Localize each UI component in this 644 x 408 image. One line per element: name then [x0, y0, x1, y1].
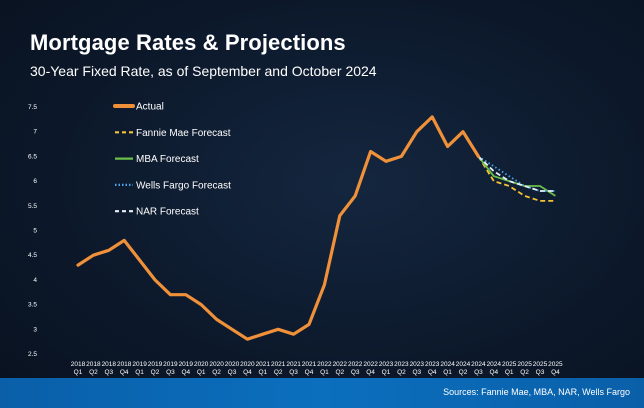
x-tick-year: 2022: [363, 361, 378, 368]
legend-label: Actual: [136, 102, 164, 113]
x-tick-year: 2022: [317, 361, 332, 368]
x-tick-quarter: Q4: [366, 369, 375, 376]
x-tick-quarter: Q1: [135, 369, 144, 376]
y-tick-label: 3: [33, 326, 37, 333]
x-tick-quarter: Q4: [551, 369, 560, 376]
x-tick-quarter: Q3: [536, 369, 545, 376]
x-tick-year: 2024: [440, 361, 455, 368]
x-tick-quarter: Q3: [289, 369, 298, 376]
x-tick-year: 2023: [410, 361, 425, 368]
line-chart: 2.533.544.555.566.577.5 2018Q12018Q22018…: [28, 102, 563, 376]
x-tick-quarter: Q1: [320, 369, 329, 376]
y-tick-label: 6.5: [28, 153, 37, 160]
x-tick-quarter: Q2: [89, 369, 98, 376]
x-tick-year: 2022: [333, 361, 348, 368]
x-tick-year: 2018: [71, 361, 86, 368]
y-tick-label: 2.5: [28, 351, 37, 358]
x-tick-quarter: Q1: [74, 369, 83, 376]
x-tick-quarter: Q4: [181, 369, 190, 376]
x-tick-quarter: Q3: [228, 369, 237, 376]
x-tick-quarter: Q1: [382, 369, 391, 376]
y-tick-label: 3.5: [28, 302, 37, 309]
x-tick-quarter: Q2: [151, 369, 160, 376]
y-tick-label: 7: [33, 129, 37, 136]
y-tick-label: 4.5: [28, 252, 37, 259]
x-tick-year: 2019: [148, 361, 163, 368]
x-tick-year: 2024: [456, 361, 471, 368]
x-tick-quarter: Q4: [428, 369, 437, 376]
x-tick-year: 2023: [425, 361, 440, 368]
y-tick-label: 7.5: [28, 104, 37, 111]
series-line-actual: [76, 115, 480, 341]
chart-legend: Actual Fannie Mae Forecast MBA Forecast Wel…: [113, 102, 231, 218]
x-tick-quarter: Q1: [197, 369, 206, 376]
x-tick-year: 2018: [86, 361, 101, 368]
x-tick-quarter: Q2: [212, 369, 221, 376]
source-bar: Sources: Fannie Mae, MBA, NAR, Wells Far…: [0, 378, 644, 408]
x-tick-year: 2021: [302, 361, 317, 368]
x-tick-quarter: Q2: [274, 369, 283, 376]
x-tick-year: 2020: [225, 361, 240, 368]
x-tick-year: 2019: [179, 361, 194, 368]
x-tick-quarter: Q4: [120, 369, 129, 376]
series-lines: [76, 115, 556, 341]
x-tick-quarter: Q3: [166, 369, 175, 376]
x-tick-year: 2020: [194, 361, 209, 368]
x-tick-quarter: Q4: [305, 369, 314, 376]
x-axis: 2018Q12018Q22018Q32018Q42019Q12019Q22019…: [71, 361, 563, 376]
x-tick-year: 2023: [379, 361, 394, 368]
x-tick-year: 2025: [502, 361, 517, 368]
x-tick-quarter: Q3: [351, 369, 360, 376]
x-tick-year: 2021: [256, 361, 271, 368]
source-note: Sources: Fannie Mae, MBA, NAR, Wells Far…: [443, 387, 630, 397]
y-tick-label: 4: [33, 277, 37, 284]
chart-subtitle: 30-Year Fixed Rate, as of September and …: [30, 63, 377, 79]
x-tick-quarter: Q1: [443, 369, 452, 376]
x-tick-year: 2020: [240, 361, 255, 368]
x-tick-quarter: Q2: [397, 369, 406, 376]
x-tick-quarter: Q2: [459, 369, 468, 376]
y-tick-label: 5: [33, 228, 37, 235]
x-tick-year: 2019: [163, 361, 178, 368]
x-tick-year: 2024: [471, 361, 486, 368]
x-tick-year: 2018: [102, 361, 117, 368]
x-tick-quarter: Q1: [258, 369, 267, 376]
y-tick-label: 5.5: [28, 203, 37, 210]
x-tick-year: 2023: [394, 361, 409, 368]
legend-label: Fannie Mae Forecast: [136, 128, 231, 139]
x-tick-quarter: Q2: [520, 369, 529, 376]
x-tick-year: 2020: [209, 361, 224, 368]
x-tick-year: 2019: [132, 361, 147, 368]
legend-label: NAR Forecast: [136, 207, 199, 218]
x-tick-year: 2021: [286, 361, 301, 368]
x-tick-quarter: Q3: [474, 369, 483, 376]
x-tick-year: 2025: [533, 361, 548, 368]
legend-label: Wells Fargo Forecast: [136, 180, 231, 191]
x-tick-quarter: Q3: [104, 369, 113, 376]
x-tick-year: 2025: [517, 361, 532, 368]
y-axis: 2.5 3 3.5 4 4.5 5 5.5 6 6.5 7 7.5: [28, 104, 37, 358]
x-tick-year: 2018: [117, 361, 132, 368]
x-tick-year: 2021: [271, 361, 286, 368]
x-tick-year: 2022: [348, 361, 363, 368]
series-line-mba-forecast: [477, 155, 556, 197]
legend-label: MBA Forecast: [136, 154, 199, 165]
x-tick-quarter: Q4: [243, 369, 252, 376]
x-tick-quarter: Q4: [489, 369, 498, 376]
series-line-fannie-mae-forecast: [477, 155, 556, 202]
series-line-nar-forecast: [477, 155, 556, 192]
chart-title: Mortgage Rates & Projections: [30, 30, 346, 55]
x-tick-quarter: Q1: [505, 369, 514, 376]
x-tick-year: 2025: [548, 361, 563, 368]
x-tick-quarter: Q3: [412, 369, 421, 376]
y-tick-label: 6: [33, 178, 37, 185]
x-tick-quarter: Q2: [335, 369, 344, 376]
x-tick-year: 2024: [487, 361, 502, 368]
